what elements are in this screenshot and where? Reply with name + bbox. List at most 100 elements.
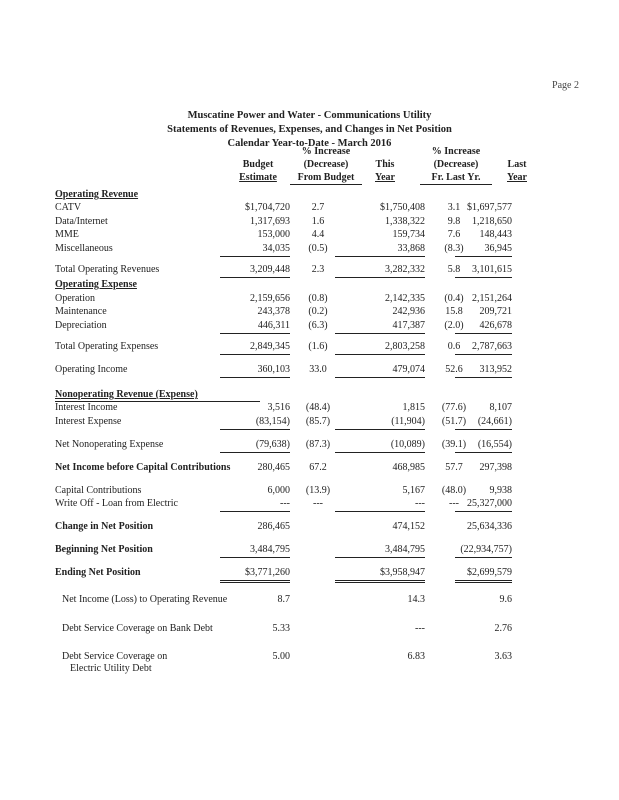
- cell-pct-last: (39.1): [441, 439, 467, 450]
- header-line: Estimate: [239, 172, 277, 183]
- cell-this-year: 1,338,322: [385, 216, 425, 227]
- table-row: Ending Net Position $3,771,260 $3,958,947 $…: [0, 567, 619, 583]
- row-label: Net Income (Loss) to Operating Revenue: [62, 594, 228, 605]
- cell-this-year: 468,985: [392, 462, 426, 473]
- cell-budget: $3,771,260: [220, 567, 290, 583]
- cell-pct-budget: 2.7: [311, 202, 325, 213]
- cell-this-year: $3,958,947: [335, 567, 425, 583]
- cell-pct-last: ---: [449, 498, 459, 509]
- cell-this-year: 242,936: [392, 306, 426, 317]
- row-label: Interest Income: [55, 402, 118, 413]
- row-label: Debt Service Coverage on Bank Debt: [62, 623, 213, 634]
- cell-budget: (79,638): [220, 439, 290, 453]
- cell-last-year: (24,661): [455, 416, 512, 430]
- header-line: % Increase: [431, 146, 481, 157]
- cell-last-year: 2,151,264: [472, 293, 512, 304]
- row-label: MME: [55, 229, 79, 240]
- cell-last-year: 313,952: [455, 364, 512, 378]
- row-label: Change in Net Position: [55, 521, 154, 532]
- cell-pct-budget: 67.2: [309, 462, 327, 473]
- table-row: Operation 2,159,656 (0.8) 2,142,335 (0.4) 2,1…: [0, 293, 619, 306]
- row-label: Operating Income: [55, 364, 128, 375]
- row-label: Beginning Net Position: [55, 544, 153, 555]
- cell-pct-budget: (6.3): [308, 320, 328, 331]
- cell-last-year: 297,398: [479, 462, 513, 473]
- cell-budget: 3,516: [267, 402, 291, 413]
- cell-budget: 2,849,345: [220, 341, 290, 355]
- table-row: Interest Expense (83,154) (85.7) (11,904) (5…: [0, 416, 619, 430]
- cell-pct-last: (8.3): [444, 243, 464, 254]
- cell-budget: 1,317,693: [250, 216, 290, 227]
- cell-pct-budget: ---: [313, 498, 323, 509]
- cell-pct-budget: (0.8): [308, 293, 328, 304]
- cell-last-year: 1,218,650: [472, 216, 512, 227]
- header-line: Fr. Last Yr.: [420, 171, 492, 185]
- row-label: Total Operating Revenues: [55, 264, 160, 275]
- col-header-budget: Budget Estimate: [228, 158, 288, 184]
- cell-pct-budget: [298, 567, 338, 580]
- row-label: CATV: [55, 202, 82, 213]
- table-row: Depreciation 446,311 (6.3) 417,387 (2.0) 426,…: [0, 320, 619, 334]
- cell-pct-budget: 4.4: [311, 229, 325, 240]
- cell-this-year: $1,750,408: [380, 202, 425, 213]
- table-row: Beginning Net Position 3,484,795 3,484,795…: [0, 544, 619, 558]
- cell-pct-budget: [298, 623, 338, 636]
- cell-pct-last: 57.7: [445, 462, 463, 473]
- cell-this-year: 159,734: [392, 229, 426, 240]
- cell-budget: (83,154): [220, 416, 290, 430]
- cell-pct-budget: (48.4): [305, 402, 331, 413]
- cell-this-year: ---: [415, 623, 425, 634]
- cell-last-year: $2,699,579: [455, 567, 512, 583]
- header-line: Year: [507, 172, 527, 183]
- cell-last-year: 2.76: [494, 623, 513, 634]
- cell-last-year: 9.6: [499, 594, 513, 605]
- table-row: Total Operating Revenues 3,209,448 2.3 3,28…: [0, 264, 619, 278]
- cell-budget: 286,465: [257, 521, 291, 532]
- col-header-this-year: This Year: [365, 158, 405, 184]
- header-line: Budget: [242, 159, 274, 170]
- cell-pct-last: 7.6: [447, 229, 461, 240]
- cell-this-year: 3,282,332: [335, 264, 425, 278]
- cell-this-year: ---: [335, 498, 425, 512]
- table-row: Net Income before Capital Contributions 2…: [0, 462, 619, 475]
- row-label: Debt Service Coverage on: [62, 651, 168, 662]
- cell-last-year: 2,787,663: [455, 341, 512, 355]
- cell-pct-budget: (0.2): [308, 306, 328, 317]
- cell-last-year: (16,554): [455, 439, 512, 453]
- header-line: (Decrease): [433, 159, 479, 170]
- table-row: Debt Service Coverage on 5.00 6.83 3.63: [0, 651, 619, 664]
- cell-pct-budget: (0.5): [308, 243, 328, 254]
- cell-pct-last: (2.0): [444, 320, 464, 331]
- table-row: Maintenance 243,378 (0.2) 242,936 15.8 209,72…: [0, 306, 619, 319]
- cell-last-year: 25,327,000: [455, 498, 512, 512]
- row-label: Depreciation: [55, 320, 107, 331]
- cell-this-year: 33,868: [335, 243, 425, 257]
- row-label: Operating Expense: [55, 279, 137, 290]
- cell-pct-budget: (85.7): [305, 416, 331, 427]
- cell-this-year: 417,387: [335, 320, 425, 334]
- cell-budget: $1,704,720: [245, 202, 290, 213]
- cell-pct-budget: 1.6: [311, 216, 325, 227]
- cell-pct-budget: 33.0: [309, 364, 327, 375]
- table-row: Operating Income 360,103 33.0 479,074 52.6 31…: [0, 364, 619, 378]
- row-label: Net Income before Capital Contributions: [55, 462, 231, 473]
- cell-pct-last: 15.8: [445, 306, 463, 317]
- cell-this-year: 474,152: [392, 521, 426, 532]
- header-line: Last: [507, 159, 527, 170]
- table-row: CATV $1,704,720 2.7 $1,750,408 3.1 $1,697,577: [0, 202, 619, 215]
- cell-this-year: (11,904): [335, 416, 425, 430]
- header-line: This: [375, 159, 395, 170]
- table-row: Net Nonoperating Expense (79,638) (87.3) (1…: [0, 439, 619, 453]
- cell-pct-last: (48.0): [441, 485, 467, 496]
- header-line: (Decrease): [303, 159, 349, 170]
- cell-budget: 5.00: [272, 651, 291, 662]
- cell-last-year: 209,721: [479, 306, 513, 317]
- table-row: Data/Internet 1,317,693 1.6 1,338,322 9.8 1,2…: [0, 216, 619, 229]
- cell-this-year: 5,167: [402, 485, 426, 496]
- col-header-pct-last: % Increase (Decrease) Fr. Last Yr.: [420, 145, 492, 185]
- header-line: Year: [375, 172, 395, 183]
- table-row: Write Off - Loan from Electric --- --- --- -…: [0, 498, 619, 512]
- cell-budget: 280,465: [257, 462, 291, 473]
- cell-budget: 5.33: [272, 623, 291, 634]
- cell-budget: 3,484,795: [220, 544, 290, 558]
